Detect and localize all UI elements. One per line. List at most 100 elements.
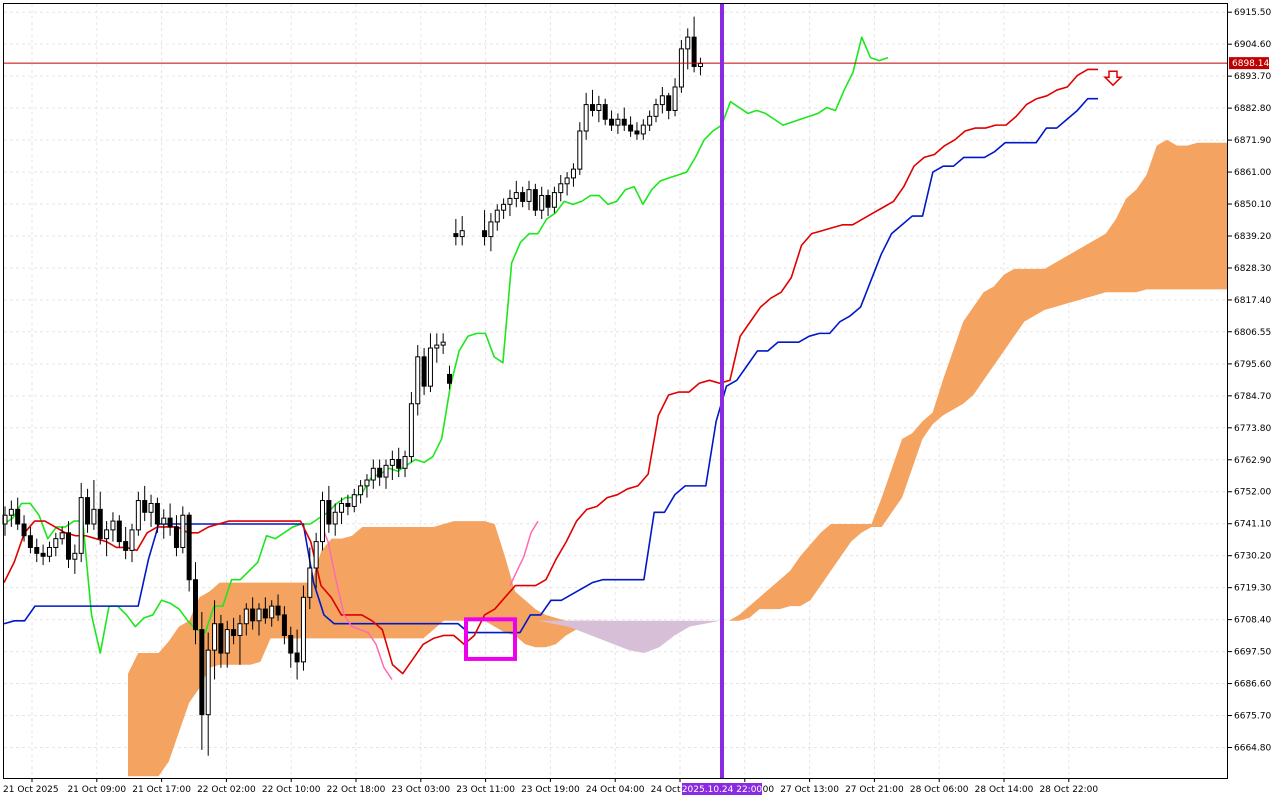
time-tick-label: 21 Oct 09:00 (67, 785, 126, 795)
candle-body-bull (583, 104, 589, 132)
candlesticks (2, 16, 703, 756)
candle-body-bull (415, 356, 421, 405)
price-tick-label: 6752.00 (1234, 488, 1271, 498)
candle-body-bull (678, 48, 684, 88)
candle-body-bull (434, 344, 440, 349)
candle-body-bull (659, 95, 665, 106)
candle-body-bull (672, 86, 678, 111)
candle-body-bull (507, 197, 513, 205)
candle-body-bear (421, 356, 427, 387)
candle-body-bull (332, 511, 338, 525)
candle-body-bull (129, 529, 135, 551)
time-tick-label: 23 Oct 03:00 (391, 785, 450, 795)
candle-body-bear (532, 189, 538, 211)
candle-body-bull (570, 168, 576, 179)
time-tick-label: 23 Oct 11:00 (456, 785, 515, 795)
down-arrow-icon (1103, 70, 1123, 87)
candle-body-bear (609, 118, 615, 126)
candle-body-bull (351, 494, 357, 507)
candle-body-bull (110, 520, 116, 531)
candle-body-bull (389, 458, 395, 466)
candle-body-bull (459, 230, 465, 238)
time-tick-label: 21 Oct 2025 (3, 785, 59, 795)
time-tick-label: 24 Oct 12:00 (651, 785, 710, 795)
candle-body-bear (396, 458, 402, 469)
price-tick-label: 6904.60 (1234, 40, 1271, 50)
candle-body-bear (97, 508, 103, 540)
candle-body-bull (91, 508, 97, 525)
price-tick-label: 6741.10 (1234, 520, 1271, 530)
candle-body-bull (8, 508, 14, 516)
candle-body-bear (275, 605, 281, 616)
candle-body-bull (564, 177, 570, 185)
price-tick-label: 6817.40 (1234, 296, 1271, 306)
candle-body-bull (104, 529, 110, 540)
price-tick-label: 6861.00 (1234, 168, 1271, 178)
candle-body-bull (364, 479, 370, 487)
candle-body-bear (193, 579, 198, 631)
time-tick-label: 27 Oct 21:00 (845, 785, 904, 795)
candle-body-bear (21, 523, 27, 537)
kijun-sen-line (3, 97, 1098, 634)
candle-body-bear (167, 517, 173, 528)
price-tick-label: 6882.80 (1234, 104, 1271, 114)
candle-body-bull (539, 195, 545, 211)
candle-body-bull (697, 63, 703, 67)
candle-body-bull (402, 456, 408, 469)
candle-body-bull (640, 124, 646, 135)
price-tick-label: 6806.55 (1234, 328, 1271, 338)
cloud-bearish (538, 620, 720, 654)
candle-body-bear (691, 36, 697, 67)
candle-body-bear (173, 526, 179, 548)
candle-body-bull (513, 192, 519, 199)
candle-body-bull (501, 203, 507, 211)
candle-body-bull (558, 183, 564, 194)
current-price-label: 6898.14 (1232, 59, 1269, 69)
candle-body-bear (326, 500, 332, 525)
candle-body-bear (40, 552, 46, 557)
chikou-span-line (3, 36, 889, 654)
candle-body-bear (602, 104, 608, 120)
candle-body-bear (453, 233, 459, 238)
time-tick-label: 22 Oct 10:00 (262, 785, 321, 795)
candle-body-bear (634, 130, 640, 135)
candle-body-bull (383, 464, 389, 478)
candle-body-bull (596, 104, 602, 111)
candle-body-bear (34, 546, 40, 554)
price-tick-label: 6871.90 (1234, 136, 1271, 146)
overlays (4, 4, 1228, 778)
candle-body-bull (180, 514, 186, 548)
candle-body-bear (520, 192, 526, 202)
candle-body-bear (621, 118, 627, 126)
candle-body-bull (488, 221, 494, 238)
price-tick-label: 6773.80 (1234, 424, 1271, 434)
time-tick-label: 28 Oct 06:00 (910, 785, 969, 795)
candle-body-bear (116, 520, 122, 543)
candle-body-bear (186, 514, 192, 581)
time-tick-label: 21 Oct 17:00 (132, 785, 191, 795)
time-tick-label: 28 Oct 14:00 (975, 785, 1034, 795)
candle-body-bear (482, 230, 488, 238)
candle-body-bear (377, 467, 383, 478)
candle-body-bull (46, 546, 52, 557)
price-tick-label: 6719.30 (1234, 584, 1271, 594)
candle-body-bull (161, 517, 167, 525)
candle-body-bear (294, 652, 300, 663)
price-tick-label: 6697.50 (1234, 648, 1271, 658)
candle-body-bear (345, 502, 351, 507)
candle-body-bull (653, 104, 659, 117)
time-tick-label: 23 Oct 19:00 (521, 785, 580, 795)
candle-body-bull (440, 341, 446, 346)
candle-body-bear (447, 373, 452, 384)
price-tick-label: 6850.10 (1234, 200, 1271, 210)
candle-body-bull (577, 130, 583, 170)
candle-body-bear (231, 629, 237, 636)
time-tick-label: 24 Oct 04:00 (586, 785, 645, 795)
candle-body-bear (66, 532, 71, 560)
current-price-tag (1229, 57, 1269, 70)
price-axis: 6915.50 6904.60 6893.70 6882.80 6871.90 6861.… (1228, 8, 1271, 753)
price-tick-label: 6795.60 (1234, 360, 1271, 370)
candle-body-bull (135, 500, 141, 531)
